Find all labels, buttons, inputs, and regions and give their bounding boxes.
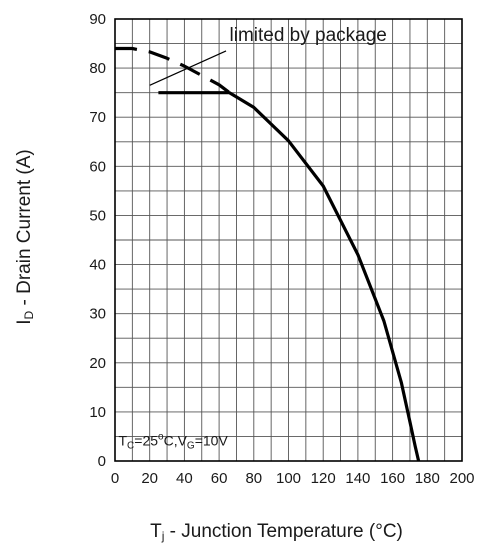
test-conditions-label: TC=25oC,VG=10V: [118, 431, 228, 451]
tick-labels: 0 20 40 60 80 100 120 140 160 180 200 0 10 20 30 40 50 60…: [89, 11, 474, 487]
y-tick-label: 10: [89, 404, 106, 421]
x-tick-label: 20: [141, 470, 158, 487]
cond-degree: o: [158, 431, 164, 442]
cond-v-sub: G: [187, 440, 195, 451]
y-tick-label: 80: [89, 60, 106, 77]
x-tick-label: 180: [415, 470, 440, 487]
y-tick-label: 60: [89, 158, 106, 175]
y-tick-label: 40: [89, 257, 106, 274]
series-line-package-limit: [115, 46, 231, 94]
x-tick-label: 60: [211, 470, 228, 487]
y-tick-label: 20: [89, 355, 106, 372]
cond-v-val: =10V: [195, 432, 229, 448]
cond-c: C,V: [164, 432, 188, 448]
x-tick-label: 160: [380, 470, 405, 487]
series-layer: [115, 46, 421, 462]
x-axis-title: Tj - Junction Temperature (°C): [150, 521, 403, 543]
x-tick-label: 40: [176, 470, 193, 487]
cond-t-sub: C: [127, 440, 134, 451]
x-axis-title-main: T: [150, 521, 162, 542]
x-tick-label: 200: [449, 470, 474, 487]
y-axis-title-sub: D: [22, 310, 36, 319]
x-axis-title-rest: - Junction Temperature (°C): [164, 521, 403, 542]
grid: [115, 19, 462, 461]
x-tick-label: 140: [345, 470, 370, 487]
series-line-drain-current: [158, 91, 421, 462]
x-tick-label: 120: [311, 470, 336, 487]
y-axis-title-main: I: [14, 319, 35, 324]
y-axis-title: ID - Drain Current (A): [14, 149, 36, 324]
cond-t: T: [118, 432, 127, 448]
annotation-leader-line: [149, 50, 227, 86]
y-tick-label: 90: [89, 11, 106, 28]
y-tick-label: 50: [89, 207, 106, 224]
annotation-limited-by-package: limited by package: [230, 25, 387, 46]
x-tick-label: 100: [276, 470, 301, 487]
plot-frame: [114, 18, 463, 462]
y-axis-title-rest: - Drain Current (A): [14, 149, 35, 311]
y-tick-label: 30: [89, 306, 106, 323]
x-tick-label: 0: [111, 470, 119, 487]
y-tick-label: 0: [98, 453, 106, 470]
cond-t-val: =25: [134, 432, 158, 448]
x-tick-label: 80: [245, 470, 262, 487]
x-axis-title-sub: j: [161, 529, 165, 543]
y-tick-label: 70: [89, 109, 106, 126]
